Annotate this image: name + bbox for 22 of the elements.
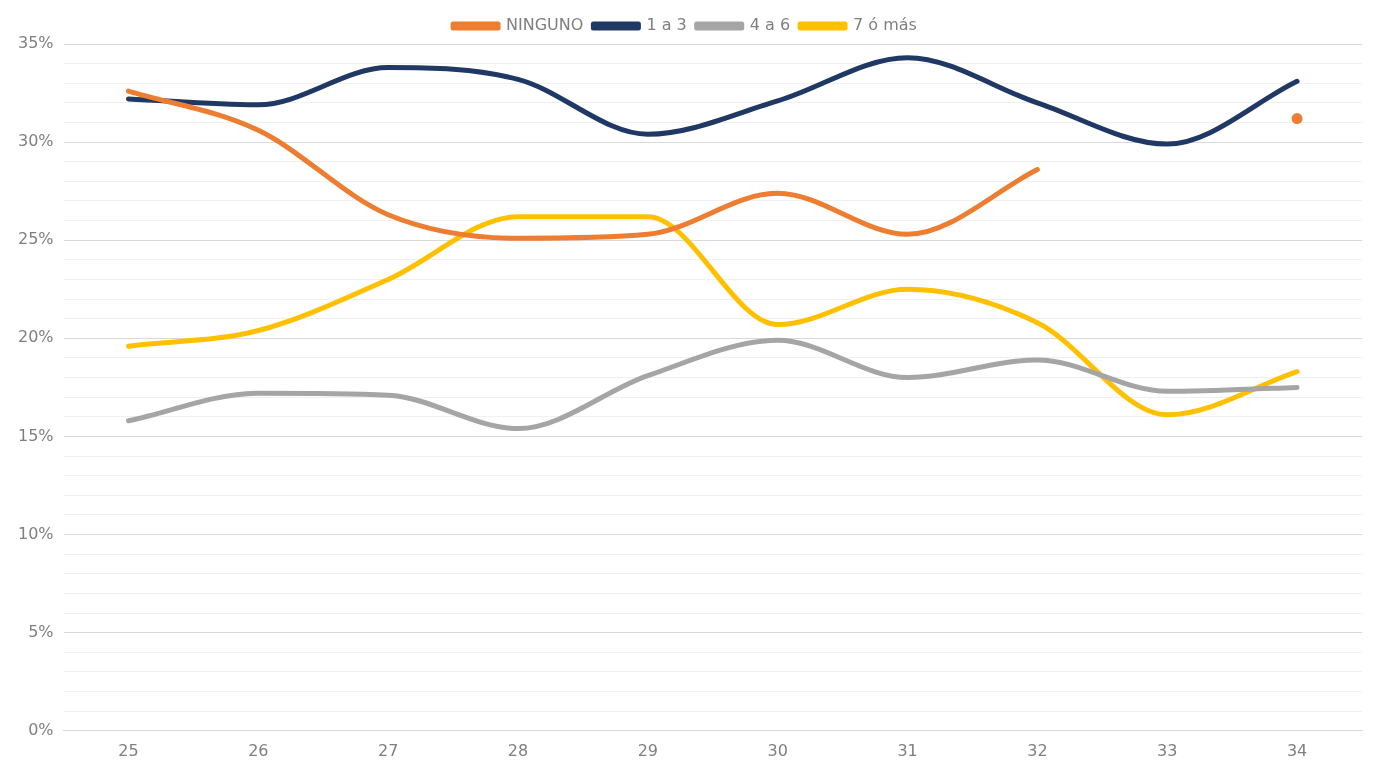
x-tick-label: 30 [767, 740, 788, 760]
legend-label: 1 a 3 [646, 15, 687, 35]
x-tick-label: 28 [507, 740, 529, 760]
y-tick-label: 5% [28, 621, 54, 641]
y-tick-label: 0% [28, 719, 54, 739]
x-tick-label: 32 [1027, 740, 1048, 760]
y-tick-label: 20% [18, 327, 54, 347]
x-tick-label: 27 [377, 740, 399, 760]
x-tick-label: 26 [248, 740, 269, 760]
x-tick-label: 29 [637, 740, 659, 760]
x-tick-label: 34 [1286, 740, 1308, 760]
legend-label: NINGUNO [506, 15, 584, 35]
x-tick-label: 31 [897, 740, 918, 760]
legend-label: 7 ó más [853, 15, 917, 35]
x-tick-label: 33 [1157, 740, 1178, 760]
legend-label: 4 a 6 [749, 15, 791, 35]
y-tick-label: 25% [18, 229, 54, 249]
y-tick-label: 35% [18, 33, 54, 53]
y-tick-label: 30% [18, 131, 54, 151]
y-tick-label: 10% [18, 523, 54, 543]
x-tick-label: 25 [118, 740, 139, 760]
y-tick-label: 15% [18, 425, 54, 445]
